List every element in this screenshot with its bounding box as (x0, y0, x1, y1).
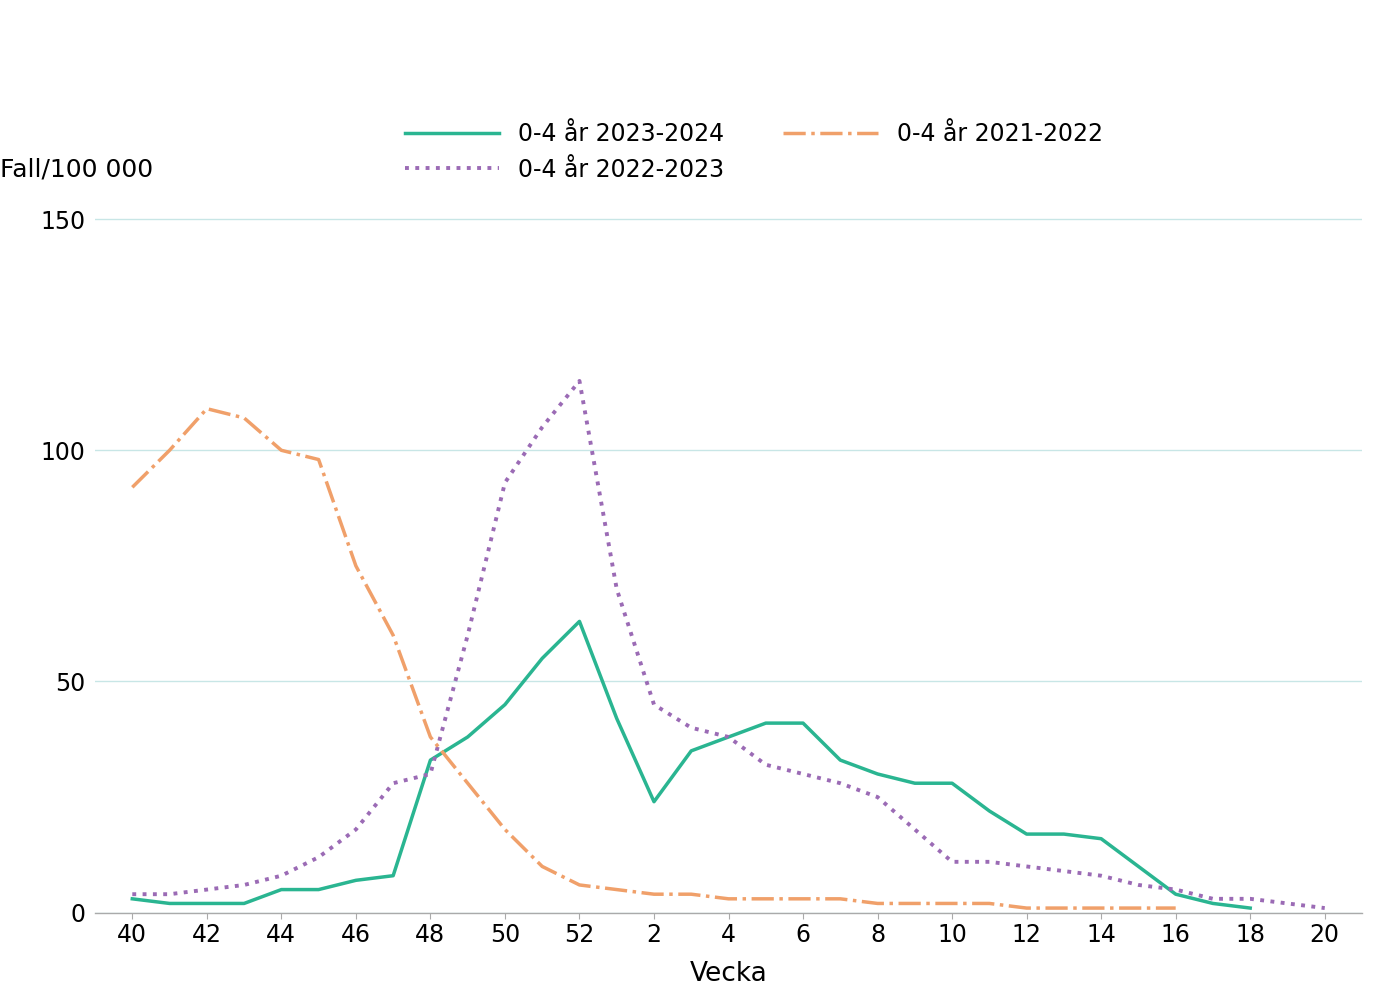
0-4 år 2023-2024 (609, 712, 625, 724)
0-4 år 2021-2022 (646, 888, 662, 900)
0-4 år 2023-2024 (497, 698, 514, 710)
0-4 år 2022-2023 (460, 629, 476, 641)
0-4 år 2023-2024 (1056, 828, 1073, 840)
0-4 år 2021-2022 (980, 898, 997, 910)
0-4 år 2022-2023 (869, 792, 885, 804)
0-4 år 2023-2024 (869, 768, 885, 780)
0-4 år 2022-2023 (943, 856, 960, 868)
0-4 år 2022-2023 (1056, 865, 1073, 877)
0-4 år 2022-2023 (720, 731, 737, 743)
0-4 år 2021-2022 (571, 879, 588, 891)
0-4 år 2022-2023 (609, 583, 625, 595)
0-4 år 2021-2022 (869, 898, 885, 910)
Text: Fall/100 000: Fall/100 000 (0, 157, 153, 181)
0-4 år 2023-2024 (273, 884, 289, 896)
0-4 år 2022-2023 (235, 879, 252, 891)
0-4 år 2021-2022 (832, 893, 848, 905)
0-4 år 2023-2024 (235, 898, 252, 910)
0-4 år 2023-2024 (1019, 828, 1036, 840)
0-4 år 2022-2023 (1316, 902, 1333, 914)
0-4 år 2023-2024 (720, 731, 737, 743)
0-4 år 2022-2023 (273, 870, 289, 882)
0-4 år 2021-2022 (497, 824, 514, 836)
0-4 år 2022-2023 (1019, 861, 1036, 873)
0-4 år 2021-2022 (1093, 902, 1110, 914)
0-4 år 2022-2023 (757, 759, 774, 771)
0-4 år 2022-2023 (1242, 893, 1259, 905)
Line: 0-4 år 2021-2022: 0-4 år 2021-2022 (132, 409, 1176, 908)
0-4 år 2021-2022 (310, 454, 326, 466)
0-4 år 2021-2022 (906, 898, 923, 910)
0-4 år 2021-2022 (1131, 902, 1147, 914)
0-4 år 2023-2024 (198, 898, 215, 910)
0-4 år 2023-2024 (646, 796, 662, 808)
Legend: 0-4 år 2023-2024, 0-4 år 2022-2023, 0-4 år 2021-2022: 0-4 år 2023-2024, 0-4 år 2022-2023, 0-4 … (405, 122, 1103, 181)
0-4 år 2022-2023 (906, 824, 923, 836)
0-4 år 2022-2023 (423, 768, 439, 780)
0-4 år 2023-2024 (571, 615, 588, 627)
0-4 år 2023-2024 (1168, 888, 1184, 900)
0-4 år 2023-2024 (347, 875, 364, 887)
0-4 år 2022-2023 (980, 856, 997, 868)
0-4 år 2021-2022 (1019, 902, 1036, 914)
0-4 år 2022-2023 (1168, 884, 1184, 896)
0-4 år 2023-2024 (943, 778, 960, 790)
0-4 år 2022-2023 (646, 698, 662, 710)
0-4 år 2023-2024 (534, 652, 551, 664)
0-4 år 2021-2022 (124, 481, 140, 493)
0-4 år 2023-2024 (757, 717, 774, 729)
0-4 år 2021-2022 (161, 444, 178, 456)
0-4 år 2023-2024 (1205, 898, 1221, 910)
0-4 år 2021-2022 (943, 898, 960, 910)
0-4 år 2021-2022 (347, 560, 364, 572)
0-4 år 2023-2024 (460, 731, 476, 743)
0-4 år 2022-2023 (497, 477, 514, 489)
0-4 år 2023-2024 (423, 755, 439, 767)
0-4 år 2023-2024 (832, 755, 848, 767)
0-4 år 2021-2022 (534, 861, 551, 873)
0-4 år 2021-2022 (683, 888, 700, 900)
0-4 år 2023-2024 (980, 805, 997, 817)
0-4 år 2022-2023 (1131, 879, 1147, 891)
0-4 år 2021-2022 (460, 778, 476, 790)
0-4 år 2022-2023 (534, 421, 551, 433)
Line: 0-4 år 2022-2023: 0-4 år 2022-2023 (132, 381, 1325, 908)
Line: 0-4 år 2023-2024: 0-4 år 2023-2024 (132, 621, 1250, 908)
0-4 år 2022-2023 (1093, 870, 1110, 882)
0-4 år 2023-2024 (1131, 861, 1147, 873)
0-4 år 2021-2022 (235, 412, 252, 424)
0-4 år 2021-2022 (795, 893, 811, 905)
0-4 år 2021-2022 (386, 629, 402, 641)
0-4 år 2022-2023 (1279, 898, 1296, 910)
0-4 år 2021-2022 (423, 731, 439, 743)
0-4 år 2023-2024 (124, 893, 140, 905)
0-4 år 2022-2023 (571, 375, 588, 387)
0-4 år 2022-2023 (1205, 893, 1221, 905)
0-4 år 2021-2022 (1056, 902, 1073, 914)
0-4 år 2022-2023 (386, 778, 402, 790)
0-4 år 2021-2022 (273, 444, 289, 456)
0-4 år 2021-2022 (198, 403, 215, 415)
0-4 år 2021-2022 (720, 893, 737, 905)
0-4 år 2022-2023 (198, 884, 215, 896)
0-4 år 2022-2023 (795, 768, 811, 780)
0-4 år 2023-2024 (906, 778, 923, 790)
0-4 år 2023-2024 (161, 898, 178, 910)
0-4 år 2021-2022 (757, 893, 774, 905)
0-4 år 2022-2023 (347, 824, 364, 836)
0-4 år 2021-2022 (609, 884, 625, 896)
X-axis label: Vecka: Vecka (690, 961, 767, 987)
0-4 år 2023-2024 (683, 744, 700, 757)
0-4 år 2022-2023 (124, 888, 140, 900)
0-4 år 2023-2024 (1242, 902, 1259, 914)
0-4 år 2022-2023 (683, 721, 700, 733)
0-4 år 2023-2024 (386, 870, 402, 882)
0-4 år 2023-2024 (1093, 833, 1110, 845)
0-4 år 2022-2023 (161, 888, 178, 900)
0-4 år 2021-2022 (1168, 902, 1184, 914)
0-4 år 2022-2023 (310, 851, 326, 863)
0-4 år 2022-2023 (832, 778, 848, 790)
0-4 år 2023-2024 (795, 717, 811, 729)
0-4 år 2023-2024 (310, 884, 326, 896)
